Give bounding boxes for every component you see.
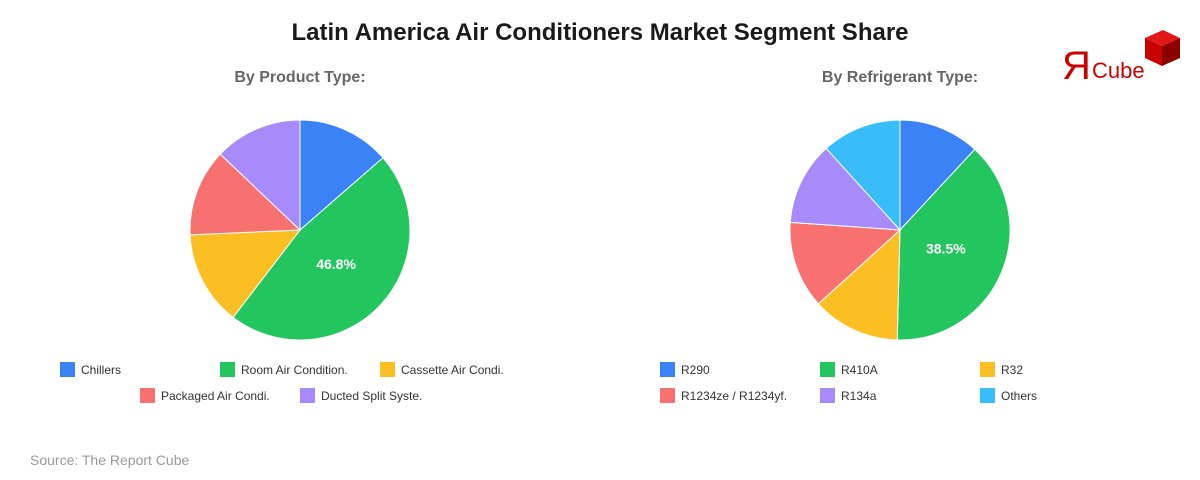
legend-item[interactable]: Room Air Condition. (220, 362, 348, 377)
legend-swatch (220, 362, 235, 377)
legend-label: Ducted Split Syste. (321, 388, 423, 403)
pie-refrigerant-type: 38.5% (790, 120, 1010, 340)
legend-item[interactable]: Cassette Air Condi. (380, 362, 504, 377)
legend-item[interactable]: R290 (660, 362, 710, 377)
legend-swatch (820, 388, 835, 403)
pie-slice[interactable] (190, 229, 302, 319)
legend-item[interactable]: Packaged Air Condi. (140, 388, 270, 403)
legend-label: Chillers (81, 362, 122, 377)
legend-label: R32 (1001, 362, 1024, 377)
slice-data-label: 38.5% (926, 241, 966, 257)
legend-label: R134a (841, 388, 877, 403)
pie-slice[interactable] (817, 228, 901, 340)
legend-label: Others (1001, 388, 1038, 403)
pie-slice[interactable] (190, 153, 302, 236)
report-cube-logo: Я Cube (1060, 24, 1185, 88)
legend-swatch (980, 388, 995, 403)
legend-item[interactable]: R1234ze / R1234yf. (660, 388, 787, 403)
legend-swatch (60, 362, 75, 377)
legend-swatch (380, 362, 395, 377)
pie-slice[interactable] (219, 120, 301, 232)
pie-slice[interactable] (299, 120, 384, 232)
legend-item[interactable]: R134a (820, 388, 876, 403)
svg-text:Я: Я (1062, 44, 1091, 84)
legend-label: Packaged Air Condi. (161, 388, 270, 403)
legend-swatch (660, 362, 675, 377)
cube-icon (1145, 30, 1180, 66)
legend-item[interactable]: Chillers (60, 362, 121, 377)
legend-item[interactable]: Others (980, 388, 1037, 403)
svg-text:Cube: Cube (1092, 58, 1145, 83)
slice-data-label: 46.8% (316, 256, 356, 272)
pie-slice[interactable] (232, 157, 410, 340)
source-note: Source: The Report Cube (30, 452, 190, 468)
pie-slice[interactable] (896, 148, 1010, 340)
legend-swatch (660, 388, 675, 403)
legend-item[interactable]: Ducted Split Syste. (300, 388, 422, 403)
legend-label: R410A (841, 362, 878, 377)
pie-product-type: 46.8% (190, 120, 410, 340)
pie-refrigerant-subtitle: By Refrigerant Type: (821, 69, 979, 86)
pie-product-subtitle: By Product Type: (234, 69, 366, 86)
legend-swatch (140, 388, 155, 403)
pie-slice[interactable] (790, 147, 902, 231)
legend-item[interactable]: R32 (980, 362, 1023, 377)
legend-label: R290 (681, 362, 710, 377)
pie-slice[interactable] (899, 120, 976, 232)
legend-label: R1234ze / R1234yf. (681, 388, 788, 403)
pie-slice[interactable] (825, 120, 901, 232)
legend-swatch (820, 362, 835, 377)
chart-title: Latin America Air Conditioners Market Se… (291, 19, 909, 46)
legend-label: Room Air Condition. (241, 362, 348, 377)
legend-item[interactable]: R410A (820, 362, 878, 377)
legend-swatch (980, 362, 995, 377)
pie-slice[interactable] (790, 221, 902, 305)
legend-swatch (300, 388, 315, 403)
legend-label: Cassette Air Condi. (401, 362, 504, 377)
